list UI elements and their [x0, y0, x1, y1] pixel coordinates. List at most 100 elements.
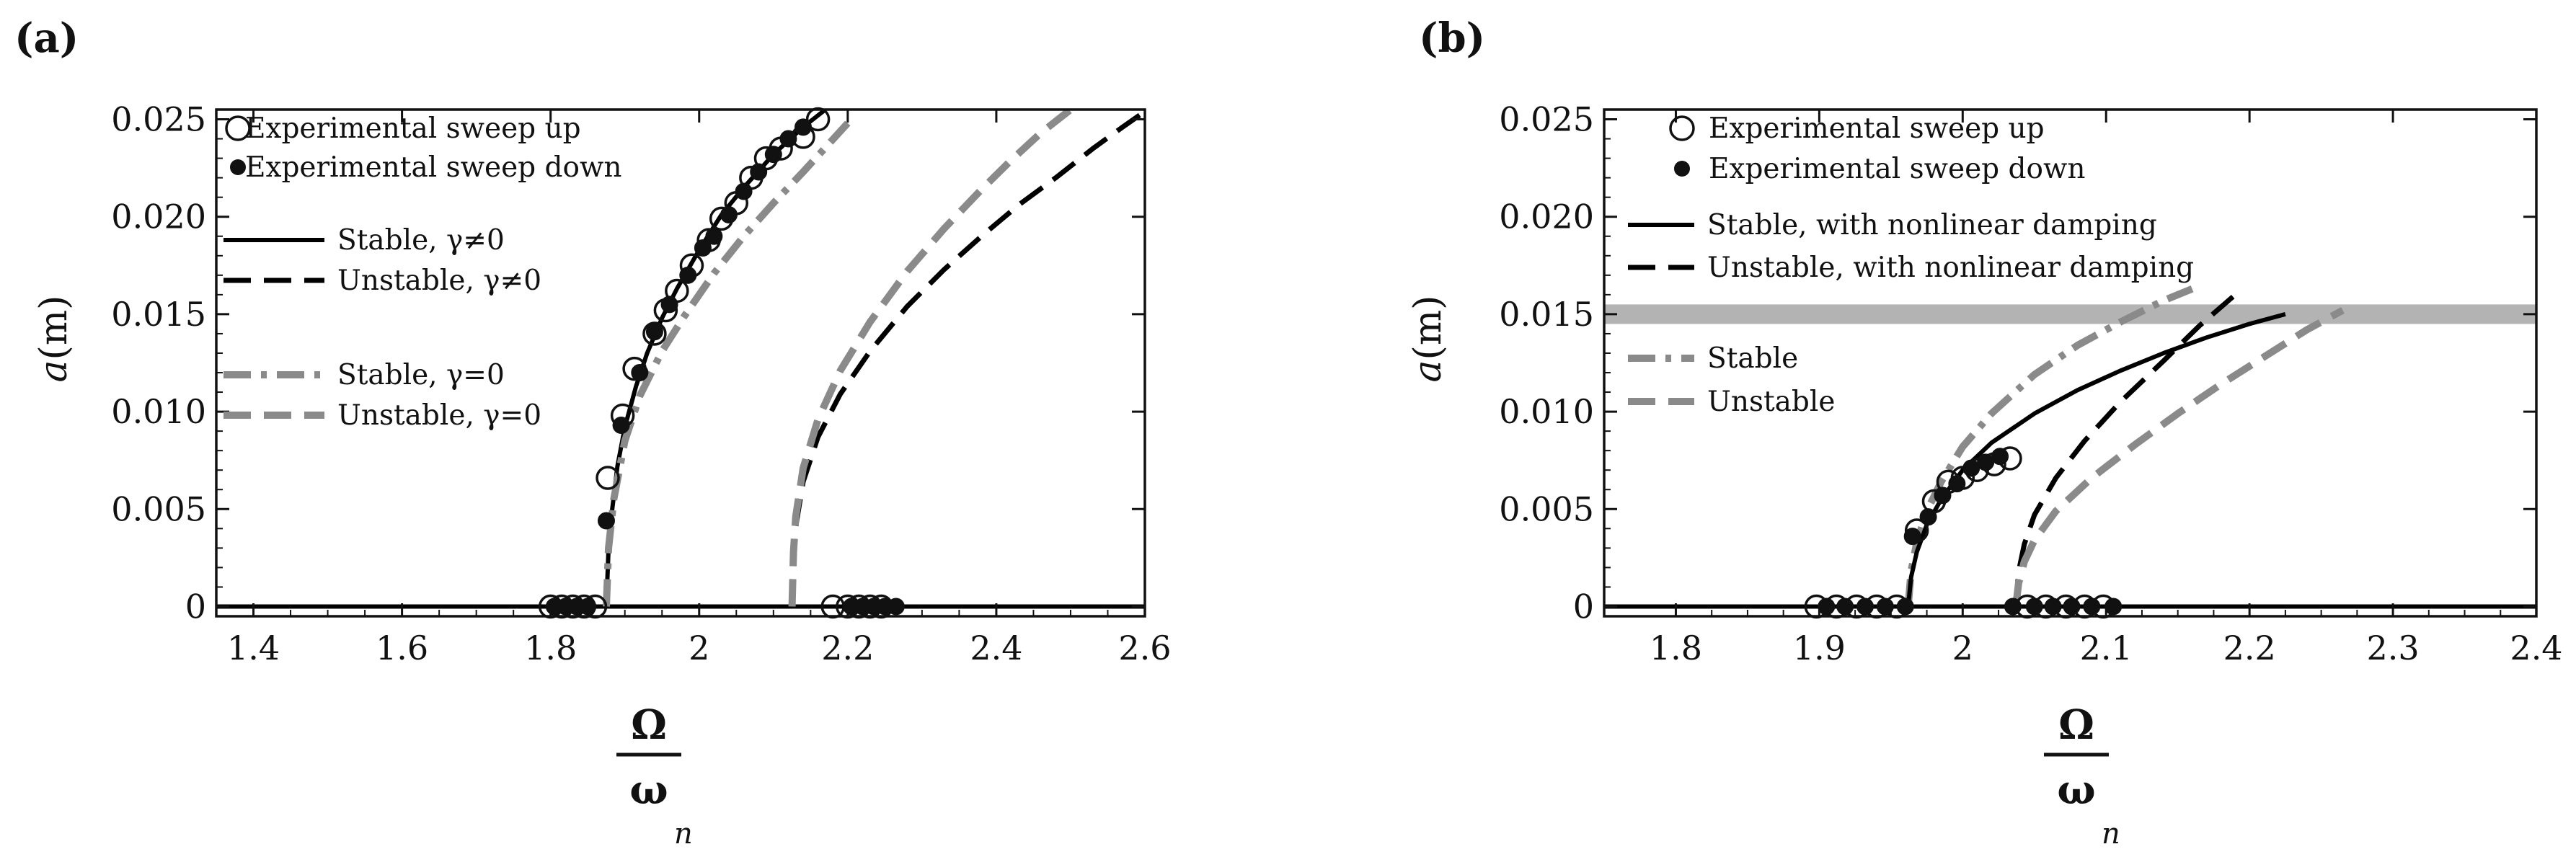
- legend-entry: Stable: [1628, 342, 1798, 375]
- panel-b: (b) a(m) Ω ω n 1.8 1.9 2 2.1 2.2 2.3 2.4 0 0.005…: [1407, 14, 2563, 851]
- y-tick-label: 0.020: [1499, 197, 1594, 236]
- sweep-up-point: [1921, 489, 1947, 514]
- y-tick-label: 0.025: [1499, 100, 1594, 139]
- sweep-up-point: [596, 466, 620, 490]
- sweep-up-point: [739, 165, 763, 190]
- legend-label: Experimental sweep up: [245, 112, 581, 145]
- sweep-up-point: [1936, 469, 1961, 494]
- series-line-gray-dashdot: [1904, 285, 2194, 607]
- x-tick-label: 2.4: [2510, 629, 2562, 667]
- panel-b-xlabel-denominator: ω: [2057, 766, 2095, 814]
- panel-a: (a) a(m) Ω ω n 1.4 1.6 1.8 2 2.2 2.4 2.6 0 0.005…: [14, 14, 1172, 851]
- legend-entry: Unstable, γ≠0: [223, 265, 541, 297]
- y-tick-label: 0.015: [1499, 295, 1594, 334]
- panel-b-xlabel-numerator: Ω: [2058, 701, 2094, 749]
- legend-entry: Experimental sweep up: [1669, 112, 2045, 145]
- x-tick-label: 2.1: [2080, 629, 2133, 667]
- sweep-down-point: [2044, 598, 2062, 616]
- y-tick-label: 0.020: [111, 197, 206, 236]
- panel-a-ylabel: a(m): [32, 296, 76, 383]
- panel-a-label: (a): [14, 14, 79, 62]
- sweep-up-point: [665, 278, 689, 303]
- y-tick-label: 0: [1573, 587, 1594, 626]
- x-tick-label: 1.8: [1650, 629, 1702, 667]
- y-tick-label: 0.005: [1499, 489, 1594, 528]
- legend-entry: Experimental sweep down: [230, 151, 621, 184]
- sweep-up-point: [696, 228, 721, 252]
- legend-label: Unstable, γ=0: [337, 399, 541, 432]
- threshold-band: [1604, 304, 2536, 324]
- x-tick-label: 1.8: [524, 629, 577, 667]
- sweep-up-point: [709, 206, 734, 231]
- x-tick-label: 2: [689, 629, 709, 667]
- legend-label: Experimental sweep down: [1709, 153, 2085, 185]
- sweep-up-point: [791, 125, 815, 149]
- sweep-up-point: [1904, 518, 1929, 543]
- x-tick-label: 1.4: [227, 629, 280, 667]
- sweep-up-point: [1965, 458, 1989, 482]
- panel-a-legend: Experimental sweep up Experimental sweep …: [223, 112, 621, 432]
- legend-entry: Unstable, γ=0: [223, 399, 541, 432]
- series-group: [216, 110, 1145, 609]
- legend-entry: Experimental sweep down: [1674, 153, 2085, 185]
- plot-frame: [215, 108, 1146, 618]
- legend-entry: Stable, γ=0: [223, 359, 505, 391]
- sweep-up-point: [1982, 452, 2006, 476]
- series-line-gray-dashdot: [603, 120, 851, 607]
- legend-entry: Experimental sweep up: [225, 112, 581, 145]
- x-tick-label: 2.2: [2223, 629, 2276, 667]
- panel-a-xlabel: Ω ω n: [616, 701, 693, 851]
- panel-b-legend: Experimental sweep up Experimental sweep …: [1628, 112, 2194, 418]
- y-tick-label: 0.005: [111, 489, 206, 528]
- sweep-up-point: [1998, 446, 2022, 471]
- x-tick-label: 2: [1952, 629, 1973, 667]
- sweep-up-point: [769, 136, 793, 161]
- sweep-up-point: [679, 253, 704, 278]
- legend-marker-open-circle: [1669, 115, 1695, 141]
- y-tick-label: 0.010: [111, 392, 206, 431]
- sweep-up-point: [610, 403, 635, 428]
- sweep-up-point: [1950, 466, 1975, 490]
- legend-label: Unstable, with nonlinear damping: [1707, 252, 2194, 284]
- legend-marker-open-circle: [225, 115, 251, 141]
- series-line-gray-dash: [788, 110, 1074, 607]
- x-tick-label: 1.6: [376, 629, 428, 667]
- panel-a-xlabel-denominator: ω: [629, 766, 668, 814]
- legend-entry: Unstable, with nonlinear damping: [1628, 252, 2194, 284]
- sweep-up-point: [724, 191, 749, 216]
- sweep-down-point: [705, 227, 723, 245]
- legend-label: Experimental sweep down: [245, 151, 621, 184]
- series-line-dash: [2013, 293, 2237, 607]
- sweep-up-point: [622, 356, 647, 381]
- panel-b-xlabel: Ω ω n: [2044, 701, 2120, 851]
- x-tick-label: 2.6: [1118, 629, 1171, 667]
- legend-entry: Stable, with nonlinear damping: [1628, 209, 2157, 241]
- panel-b-ylabel: a(m): [1407, 296, 1450, 383]
- legend-label: Unstable: [1707, 386, 1835, 418]
- legend-marker-filled-circle: [1674, 161, 1690, 177]
- panel-a-xlabel-numerator: Ω: [631, 701, 667, 749]
- legend-marker-filled-circle: [230, 159, 246, 175]
- legend-entry: Unstable: [1628, 386, 1835, 418]
- series-group: [1604, 285, 2536, 609]
- sweep-up-point: [642, 321, 667, 346]
- legend-label: Stable, γ=0: [337, 359, 505, 391]
- legend-label: Unstable, γ≠0: [337, 265, 541, 297]
- panel-a-plot-area: 1.4 1.6 1.8 2 2.2 2.4 2.6 0 0.005 0.010 0.015 0.020…: [111, 100, 1171, 667]
- y-tick-label: 0.015: [111, 295, 206, 334]
- x-tick-label: 1.9: [1793, 629, 1846, 667]
- x-tick-label: 2.4: [970, 629, 1022, 667]
- sweep-up-point: [653, 298, 678, 323]
- y-tick-label: 0.010: [1499, 392, 1594, 431]
- legend-entry: Stable, γ≠0: [223, 224, 505, 257]
- y-tick-label: 0.025: [111, 100, 206, 139]
- panel-a-xlabel-subscript: n: [674, 817, 693, 851]
- sweep-down-point: [597, 512, 615, 530]
- panel-b-label: (b): [1419, 14, 1485, 62]
- series-line-solid: [1906, 312, 2286, 607]
- sweep-down-point: [645, 323, 663, 341]
- y-tick-label: 0: [185, 587, 206, 626]
- panel-b-xlabel-subscript: n: [2102, 817, 2120, 851]
- panel-b-plot-area: 1.8 1.9 2 2.1 2.2 2.3 2.4 0 0.005 0.010 0.015 0.020…: [1499, 100, 2562, 667]
